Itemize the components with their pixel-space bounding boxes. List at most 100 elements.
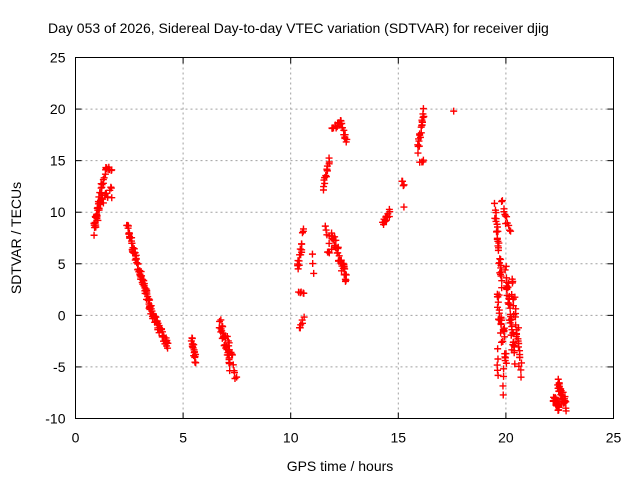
data-point (163, 339, 171, 347)
data-point (332, 236, 340, 244)
data-point (498, 316, 506, 324)
data-point (491, 206, 499, 214)
data-point (127, 237, 135, 245)
data-point (495, 309, 503, 317)
data-point (516, 353, 524, 361)
data-point (225, 342, 233, 350)
data-point (498, 284, 506, 292)
y-axis-label: SDTVAR / TECUs (8, 182, 24, 294)
data-point (192, 359, 200, 367)
data-point (332, 124, 340, 132)
data-point (514, 343, 522, 351)
data-point (164, 339, 172, 347)
data-point (517, 373, 525, 381)
data-point (561, 397, 569, 405)
y-tick-label: -10 (45, 411, 65, 427)
data-point (501, 212, 509, 220)
data-point (325, 249, 333, 257)
data-point (500, 205, 508, 213)
x-tick-label: 0 (72, 430, 80, 446)
data-point (510, 338, 518, 346)
data-point (321, 222, 329, 230)
data-point (294, 265, 302, 273)
data-point (300, 289, 308, 297)
data-point (341, 265, 349, 273)
data-point (328, 245, 336, 253)
data-point (133, 259, 141, 267)
data-point (100, 174, 108, 182)
axis-ticks (75, 57, 614, 419)
data-point (146, 296, 154, 304)
grid (75, 57, 614, 419)
data-point (233, 373, 241, 381)
data-point (300, 313, 308, 321)
data-point (308, 250, 316, 258)
data-point (555, 380, 563, 388)
data-point (502, 262, 510, 270)
x-tick-labels: 0 5 10 15 20 25 (72, 430, 622, 446)
data-point (501, 333, 509, 341)
data-point (225, 356, 233, 364)
data-point (92, 221, 100, 229)
data-point (400, 203, 408, 211)
y-tick-label: 5 (58, 256, 66, 272)
data-point (500, 372, 508, 380)
data-point (499, 391, 507, 399)
data-point (494, 345, 502, 353)
data-point (492, 215, 500, 223)
data-point (562, 398, 570, 406)
data-point (107, 184, 115, 192)
data-point (386, 208, 394, 216)
x-tick-label: 15 (391, 430, 407, 446)
data-point (189, 344, 197, 352)
data-point (501, 266, 509, 274)
data-point (342, 138, 350, 146)
y-tick-label: 25 (50, 50, 66, 66)
data-point (414, 141, 422, 149)
data-point (400, 181, 408, 189)
x-axis-label: GPS time / hours (287, 458, 394, 474)
data-point (512, 310, 520, 318)
data-point (217, 316, 225, 324)
data-point (508, 279, 516, 287)
data-point (555, 403, 563, 411)
y-tick-label: 10 (50, 204, 66, 220)
data-point (322, 226, 330, 234)
data-point (494, 371, 502, 379)
data-point (497, 261, 505, 269)
data-point (450, 107, 458, 115)
data-point (500, 365, 508, 373)
data-point (494, 355, 502, 363)
data-point (498, 197, 506, 205)
data-point (416, 133, 424, 141)
data-point (503, 213, 511, 221)
data-point (517, 366, 525, 374)
data-point (139, 276, 147, 284)
data-point (298, 240, 306, 248)
data-point (499, 337, 507, 345)
plot-frame (75, 57, 614, 419)
data-point (502, 359, 510, 367)
data-point (498, 338, 506, 346)
data-point (498, 198, 506, 206)
data-point (295, 257, 303, 265)
data-point (562, 407, 570, 415)
data-point (495, 291, 503, 299)
data-point (98, 181, 106, 189)
data-point (506, 226, 514, 234)
data-point (494, 227, 502, 235)
y-tick-label: 20 (50, 101, 66, 117)
data-point (511, 360, 519, 368)
y-tick-label: 0 (58, 307, 66, 323)
data-point (99, 199, 107, 207)
data-point (90, 231, 98, 239)
data-point (93, 212, 101, 220)
data-point (504, 283, 512, 291)
data-point (298, 229, 306, 237)
data-point (94, 216, 102, 224)
data-point (228, 351, 236, 359)
y-tick-label: 15 (50, 153, 66, 169)
chart-title: Day 053 of 2026, Sidereal Day-to-day VTE… (48, 20, 549, 36)
data-point (325, 239, 333, 247)
